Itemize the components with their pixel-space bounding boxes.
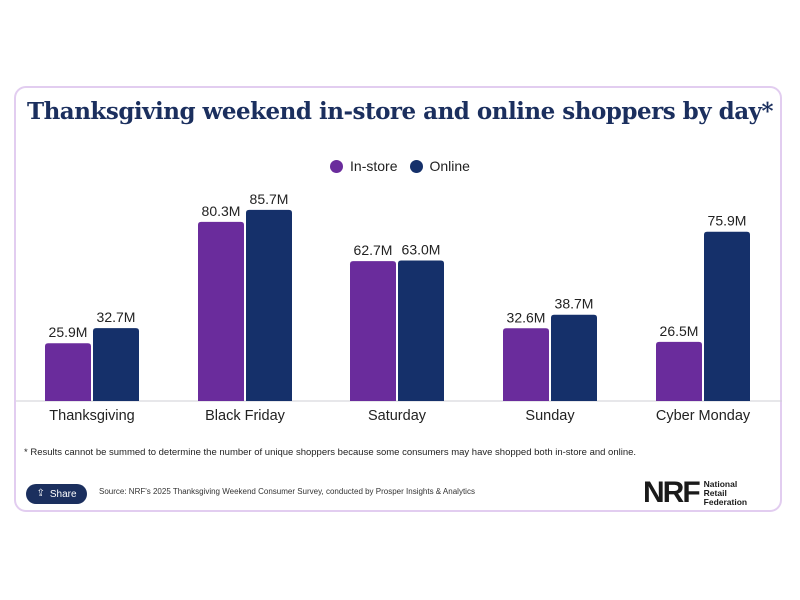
legend-label-instore: In-store [350, 158, 398, 174]
bar-online-3 [551, 314, 597, 401]
data-label-in-store-4: 26.5M [660, 323, 699, 339]
chart-title: Thanksgiving weekend in-store and online… [26, 98, 774, 125]
share-icon: ⇪ [36, 488, 45, 499]
data-label-online-4: 75.9M [708, 213, 747, 229]
data-label-in-store-3: 32.6M [507, 309, 546, 325]
data-label-in-store-0: 25.9M [49, 324, 88, 340]
data-label-online-3: 38.7M [555, 296, 594, 312]
share-label: Share [49, 488, 77, 500]
bar-in-store-2 [350, 261, 396, 401]
bar-in-store-1 [198, 221, 244, 401]
legend-swatch-online [409, 159, 423, 173]
x-tick-label-2: Saturday [368, 408, 427, 424]
bar-online-2 [398, 260, 444, 401]
x-tick-label-1: Black Friday [205, 408, 286, 424]
legend-item-instore: In-store [330, 158, 398, 174]
source-text: Source: NRF's 2025 Thanksgiving Weekend … [99, 487, 475, 496]
nrf-logo-line2: Retail [703, 487, 727, 498]
bar-in-store-0 [45, 343, 91, 401]
legend-swatch-instore [330, 159, 344, 173]
nrf-logo-line1: National [703, 478, 738, 489]
legend-label-online: Online [429, 158, 470, 174]
legend-item-online: Online [409, 158, 470, 174]
data-label-in-store-1: 80.3M [202, 203, 241, 219]
bar-online-1 [246, 209, 292, 401]
data-label-online-1: 85.7M [250, 191, 289, 207]
footnote: * Results cannot be summed to determine … [24, 447, 637, 458]
x-tick-label-4: Cyber Monday [656, 408, 751, 424]
bar-in-store-3 [503, 328, 549, 401]
nrf-logo-mark: NRF [643, 476, 701, 509]
nrf-logo-words: National Retail Federation [703, 478, 748, 507]
nrf-logo-line3: Federation [703, 496, 748, 507]
data-label-online-0: 32.7M [97, 309, 136, 325]
bar-in-store-4 [656, 341, 702, 401]
chart-legend: In-store Online [0, 158, 800, 174]
x-tick-label-3: Sunday [525, 408, 575, 424]
data-label-online-2: 63.0M [402, 242, 441, 258]
share-button[interactable]: ⇪ Share [26, 484, 87, 504]
bar-online-0 [93, 328, 139, 401]
data-label-in-store-2: 62.7M [354, 242, 393, 258]
bar-online-4 [704, 231, 750, 401]
x-tick-label-0: Thanksgiving [49, 408, 134, 424]
nrf-logo: NRF National Retail Federation [643, 478, 747, 508]
